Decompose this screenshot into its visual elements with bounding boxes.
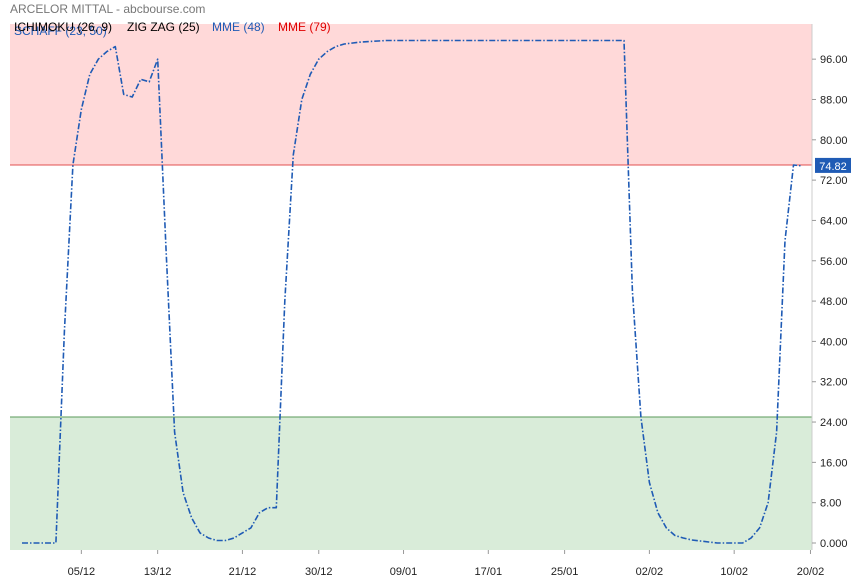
x-tick-label: 10/02 <box>720 566 748 578</box>
zones <box>10 24 812 550</box>
y-tick-label: 48.00 <box>820 296 848 308</box>
legend-zigzag[interactable]: ZIG ZAG (25) <box>127 20 200 34</box>
x-tick-label: 05/12 <box>68 566 96 578</box>
x-tick-label: 09/01 <box>390 566 418 578</box>
y-tick-label: 0.000 <box>820 538 848 550</box>
overbought-zone <box>10 24 812 165</box>
x-tick-label: 25/01 <box>551 566 579 578</box>
legend-mme-79[interactable]: MME (79) <box>278 20 331 34</box>
x-tick-label: 13/12 <box>144 566 172 578</box>
schaff-line <box>22 39 803 544</box>
y-tick-label: 64.00 <box>820 215 848 227</box>
overlay-label: SCHAFF (23, 50) <box>14 24 107 38</box>
y-tick-label: 8.00 <box>820 498 841 510</box>
x-tick-label: 21/12 <box>229 566 257 578</box>
y-axis: 0.000 8.00 16.00 24.00 32.00 40.00 48.00 56.00 6… <box>812 54 851 550</box>
y-tick-label: 24.00 <box>820 417 848 429</box>
chart-title: ARCELOR MITTAL - abcbourse.com <box>10 2 206 16</box>
y-tick-label: 96.00 <box>820 54 848 66</box>
y-tick-label: 72.00 <box>820 175 848 187</box>
x-tick-label: 20/02 <box>797 566 825 578</box>
legend-mme-48[interactable]: MME (48) <box>212 20 265 34</box>
x-tick-label: 30/12 <box>305 566 333 578</box>
x-tick-label: 02/02 <box>636 566 664 578</box>
y-tick-label: 32.00 <box>820 377 848 389</box>
y-tick-label: 80.00 <box>820 135 848 147</box>
x-axis: 05/12 13/12 21/12 30/12 09/01 17/01 25/01 02/02… <box>68 550 825 578</box>
last-value-label: 74.82 <box>819 161 847 173</box>
y-tick-label: 16.00 <box>820 457 848 469</box>
y-tick-label: 56.00 <box>820 256 848 268</box>
y-tick-label: 88.00 <box>820 94 848 106</box>
x-tick-label: 17/01 <box>475 566 503 578</box>
last-value-box <box>815 157 851 173</box>
legend-ichimoku[interactable]: ICHIMOKU (26, 9) <box>14 20 113 34</box>
y-tick-label: 40.00 <box>820 336 848 348</box>
series <box>22 39 803 544</box>
oversold-zone <box>10 417 812 550</box>
